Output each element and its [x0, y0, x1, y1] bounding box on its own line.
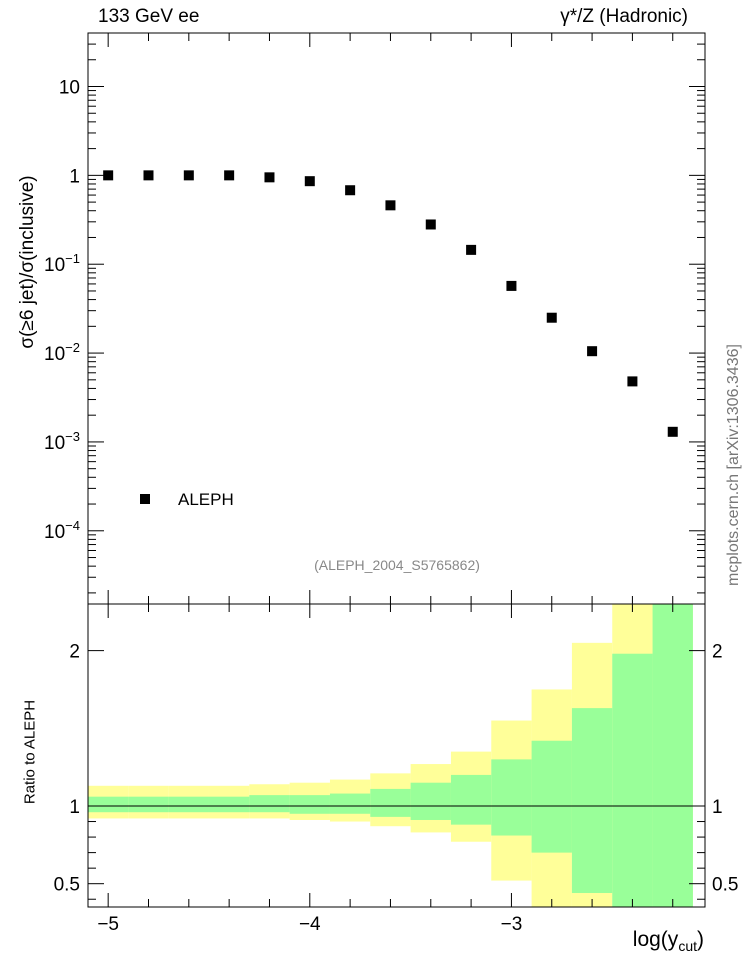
- main-y-tick-labels: 10−4 10−3 10−2 10−1 1 10: [44, 77, 80, 542]
- ratio-y-tick-label-right: 1: [712, 797, 723, 818]
- y-tick-label: 1: [69, 166, 80, 187]
- y-tick-label: 10−2: [44, 340, 80, 365]
- inner-band-bin: [370, 788, 411, 817]
- main-plot-frame: [87, 32, 706, 605]
- ratio-plot-frame: [87, 603, 706, 908]
- inner-band-bin: [571, 708, 613, 894]
- data-point: [385, 200, 396, 211]
- ratio-bands: [88, 604, 693, 907]
- data-point: [103, 170, 114, 181]
- inner-band-bin: [329, 793, 371, 814]
- source-watermark: mcplots.cern.ch [arXiv:1306.3436]: [725, 344, 742, 586]
- ratio-x-tick-labels: −5 −4 −3: [97, 914, 522, 935]
- energy-label: 133 GeV ee: [98, 6, 200, 27]
- ratio-y-tick-labels: 0.5 0.5 1 1 2 2: [54, 642, 739, 896]
- inner-band-bin: [491, 759, 532, 836]
- inner-band-bin: [168, 796, 209, 813]
- data-point: [667, 426, 678, 437]
- inner-band-bin: [410, 782, 451, 820]
- inner-band-bin: [652, 604, 693, 907]
- y-tick-label: 10: [59, 77, 80, 98]
- data-point: [587, 346, 598, 357]
- ratio-y-tick-label-left: 2: [69, 642, 80, 663]
- ratio-y-tick-label-left: 0.5: [54, 875, 80, 896]
- ratio-y-tick-label-right: 2: [712, 642, 723, 663]
- data-point: [143, 170, 154, 181]
- y-tick-label: 10−1: [44, 251, 80, 276]
- main-y-axis-label: σ(≥6 jet)/σ(inclusive): [17, 175, 38, 349]
- data-point: [627, 376, 638, 387]
- inner-band-bin: [612, 653, 653, 907]
- inner-band-bin: [249, 795, 290, 813]
- legend-marker: [140, 494, 150, 504]
- y-tick-label: 10−3: [44, 429, 80, 454]
- ratio-y-tick-label-right: 0.5: [712, 875, 738, 896]
- inner-band-bin: [128, 796, 169, 813]
- ratio-y-tick-label-left: 1: [69, 797, 80, 818]
- inner-band-bin: [450, 774, 492, 825]
- data-point: [466, 244, 477, 255]
- inner-band-bin: [289, 795, 330, 814]
- x-tick-label: −4: [299, 914, 321, 935]
- legend-label: ALEPH: [178, 490, 234, 509]
- data-point: [546, 312, 557, 323]
- ratio-ticks: [87, 604, 705, 907]
- y-tick-label: 10−4: [44, 518, 80, 543]
- data-markers: [103, 170, 678, 437]
- process-label: γ*/Z (Hadronic): [560, 6, 688, 27]
- x-tick-label: −3: [501, 914, 523, 935]
- legend: ALEPH: [140, 490, 234, 509]
- reference-annotation: (ALEPH_2004_S5765862): [314, 557, 480, 573]
- x-axis-label: log(ycut): [632, 928, 704, 955]
- x-tick-label: −5: [97, 914, 119, 935]
- data-point: [345, 185, 356, 196]
- ratio-y-axis-label: Ratio to ALEPH: [21, 699, 39, 805]
- data-point: [425, 219, 436, 230]
- data-point: [506, 280, 517, 291]
- main-ticks: [87, 32, 705, 604]
- data-point: [183, 170, 194, 181]
- data-point: [264, 172, 275, 183]
- inner-band-bin: [531, 740, 572, 853]
- data-point: [224, 170, 235, 181]
- data-point: [304, 176, 315, 187]
- inner-band-bin: [88, 796, 129, 813]
- inner-band-bin: [208, 796, 250, 813]
